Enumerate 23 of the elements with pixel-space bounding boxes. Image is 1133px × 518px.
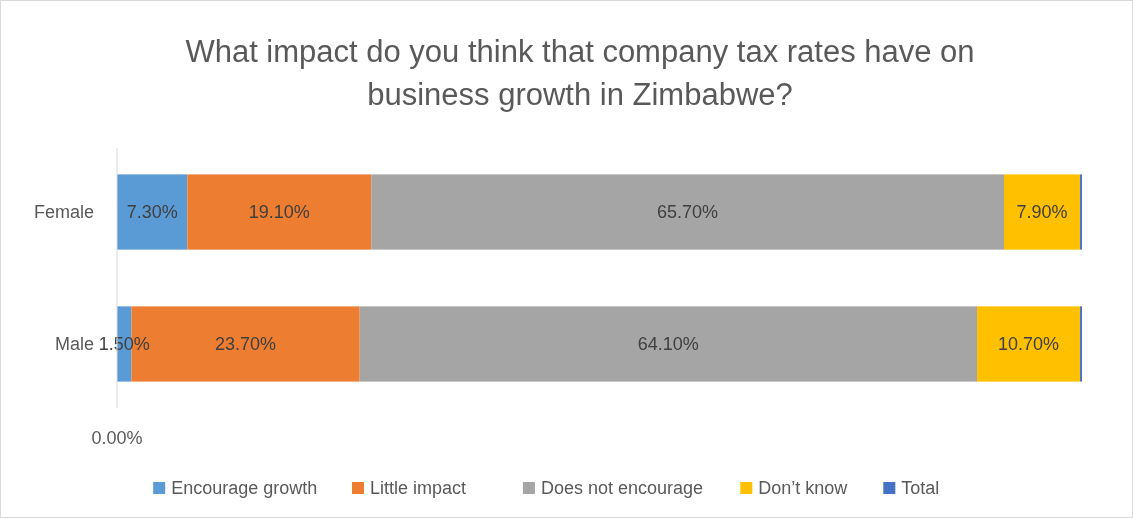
legend-label: Little impact [370,478,467,499]
text: 0.00% [91,428,143,449]
bar [371,174,1004,250]
data-label: 7.30% [126,202,178,223]
y-tick-label: Female [33,202,94,223]
legend-label: Total [901,478,940,499]
data-label: 1.50% [98,334,150,355]
chart-title: What impact do you think that company tax rates have on business growth in Zimbabwe? [185,34,975,112]
data-label: 65.70% [657,202,719,223]
bar [187,174,372,250]
data-label: 7.90% [1016,202,1068,223]
bar [117,174,188,250]
data-label: 19.10% [248,202,310,223]
legend-label: Does not encourage [540,478,704,499]
data-label: 64.10% [637,334,699,355]
legend-label: Don’t know [758,478,849,499]
bar [1003,174,1081,250]
bar [977,306,1081,382]
y-tick-label: Male [54,334,94,355]
data-label: 23.70% [215,334,277,355]
bar [359,306,978,382]
legend-label: Encourage growth [171,478,318,499]
data-label: 10.70% [998,334,1060,355]
